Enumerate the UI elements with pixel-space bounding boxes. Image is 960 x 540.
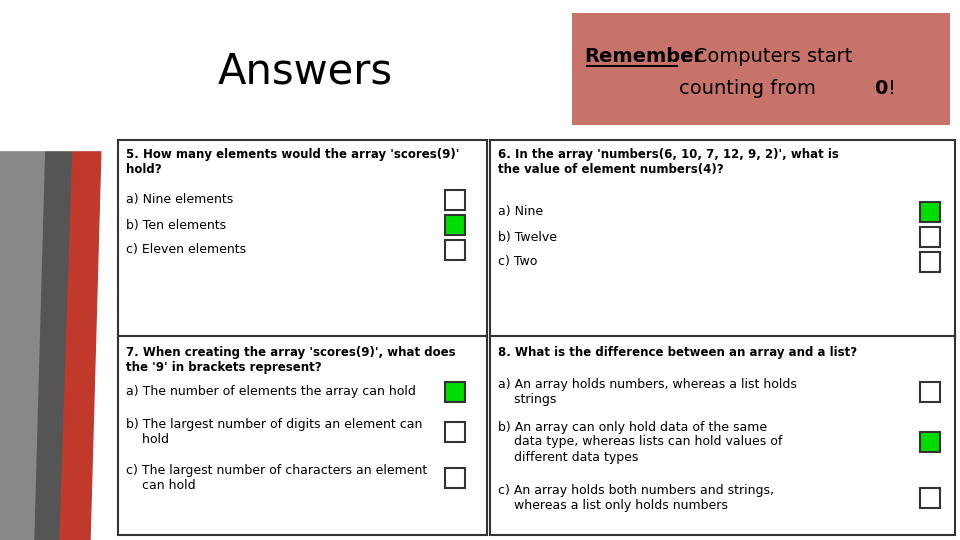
Bar — [0, 0, 120, 150]
Bar — [118, 336, 487, 535]
Text: b) Twelve: b) Twelve — [498, 231, 557, 244]
Text: b) The largest number of digits an element can
    hold: b) The largest number of digits an eleme… — [126, 418, 422, 446]
Text: c) An array holds both numbers and strings,
    whereas a list only holds number: c) An array holds both numbers and strin… — [498, 484, 774, 512]
Text: 5. How many elements would the array 'scores(9)'
hold?: 5. How many elements would the array 'sc… — [126, 148, 460, 176]
Text: 0: 0 — [874, 78, 887, 98]
Polygon shape — [0, 0, 70, 540]
Text: a) Nine: a) Nine — [498, 206, 543, 219]
Text: c) The largest number of characters an element
    can hold: c) The largest number of characters an e… — [126, 464, 427, 492]
Text: b) An array can only hold data of the same
    data type, whereas lists can hold: b) An array can only hold data of the sa… — [498, 421, 782, 463]
Text: counting from: counting from — [679, 78, 822, 98]
Text: b) Ten elements: b) Ten elements — [126, 219, 227, 232]
Bar — [445, 215, 465, 235]
Polygon shape — [60, 0, 105, 540]
Bar — [445, 240, 465, 260]
Bar — [445, 190, 465, 210]
Text: Remember: Remember — [584, 48, 703, 66]
Bar — [920, 227, 940, 247]
Bar — [445, 422, 465, 442]
Text: a) The number of elements the array can hold: a) The number of elements the array can … — [126, 386, 416, 399]
Bar — [920, 432, 940, 452]
Text: 8. What is the difference between an array and a list?: 8. What is the difference between an arr… — [498, 346, 857, 359]
Bar — [920, 252, 940, 272]
Bar — [920, 488, 940, 508]
Polygon shape — [35, 0, 90, 540]
Text: a) Nine elements: a) Nine elements — [126, 193, 233, 206]
Bar — [572, 13, 950, 125]
Bar — [445, 468, 465, 488]
Text: 6. In the array 'numbers(6, 10, 7, 12, 9, 2)', what is
the value of element numb: 6. In the array 'numbers(6, 10, 7, 12, 9… — [498, 148, 839, 176]
Text: c) Two: c) Two — [498, 255, 538, 268]
Text: Answers: Answers — [217, 51, 393, 93]
Text: !: ! — [888, 78, 896, 98]
Bar — [118, 140, 487, 338]
Bar — [920, 202, 940, 222]
Text: 7. When creating the array 'scores(9)', what does
the '9' in brackets represent?: 7. When creating the array 'scores(9)', … — [126, 346, 456, 374]
Text: : Computers start: : Computers start — [681, 48, 852, 66]
Bar — [920, 382, 940, 402]
Bar — [490, 140, 955, 338]
Bar — [490, 336, 955, 535]
Text: c) Eleven elements: c) Eleven elements — [126, 244, 246, 256]
Bar — [445, 382, 465, 402]
Text: a) An array holds numbers, whereas a list holds
    strings: a) An array holds numbers, whereas a lis… — [498, 378, 797, 406]
